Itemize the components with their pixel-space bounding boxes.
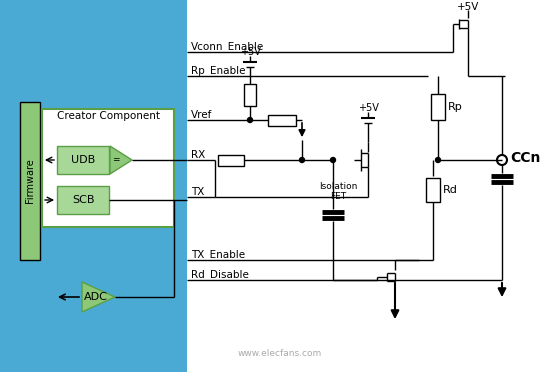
Text: Rp_Enable: Rp_Enable — [191, 65, 246, 77]
Circle shape — [247, 118, 252, 122]
Polygon shape — [110, 146, 132, 174]
Text: Vconn_Enable: Vconn_Enable — [191, 42, 264, 52]
Text: SCB: SCB — [72, 195, 94, 205]
Bar — [218, 154, 244, 166]
Bar — [20, 102, 40, 260]
Text: ADC: ADC — [84, 292, 108, 302]
Text: UDB: UDB — [71, 155, 95, 165]
Bar — [42, 109, 174, 227]
Text: Firmware: Firmware — [25, 158, 35, 203]
Bar — [431, 94, 445, 120]
Text: Creator Component: Creator Component — [56, 111, 160, 121]
Bar — [57, 146, 109, 174]
Text: www.elecfans.com: www.elecfans.com — [238, 350, 322, 359]
Bar — [244, 84, 256, 106]
Text: Rp: Rp — [448, 102, 463, 112]
Bar — [57, 186, 109, 214]
Circle shape — [436, 157, 440, 163]
Text: +5V: +5V — [358, 103, 379, 113]
Text: Rd_Disable: Rd_Disable — [191, 270, 249, 280]
Text: TX: TX — [191, 187, 204, 197]
Text: +5V: +5V — [240, 47, 261, 57]
Bar — [426, 178, 440, 202]
Text: RX: RX — [191, 150, 205, 160]
Text: TX_Enable: TX_Enable — [191, 250, 245, 260]
Circle shape — [331, 157, 336, 163]
Text: =: = — [112, 155, 120, 164]
Text: CCn: CCn — [510, 151, 540, 165]
Bar — [187, 0, 552, 372]
Text: Isolation
FET: Isolation FET — [319, 182, 357, 201]
Text: Rd: Rd — [443, 185, 458, 195]
Circle shape — [300, 157, 305, 163]
Polygon shape — [82, 282, 115, 312]
Bar — [0, 0, 187, 372]
Bar — [268, 115, 296, 125]
Text: +5V: +5V — [457, 2, 479, 12]
Text: Vref: Vref — [191, 110, 213, 120]
